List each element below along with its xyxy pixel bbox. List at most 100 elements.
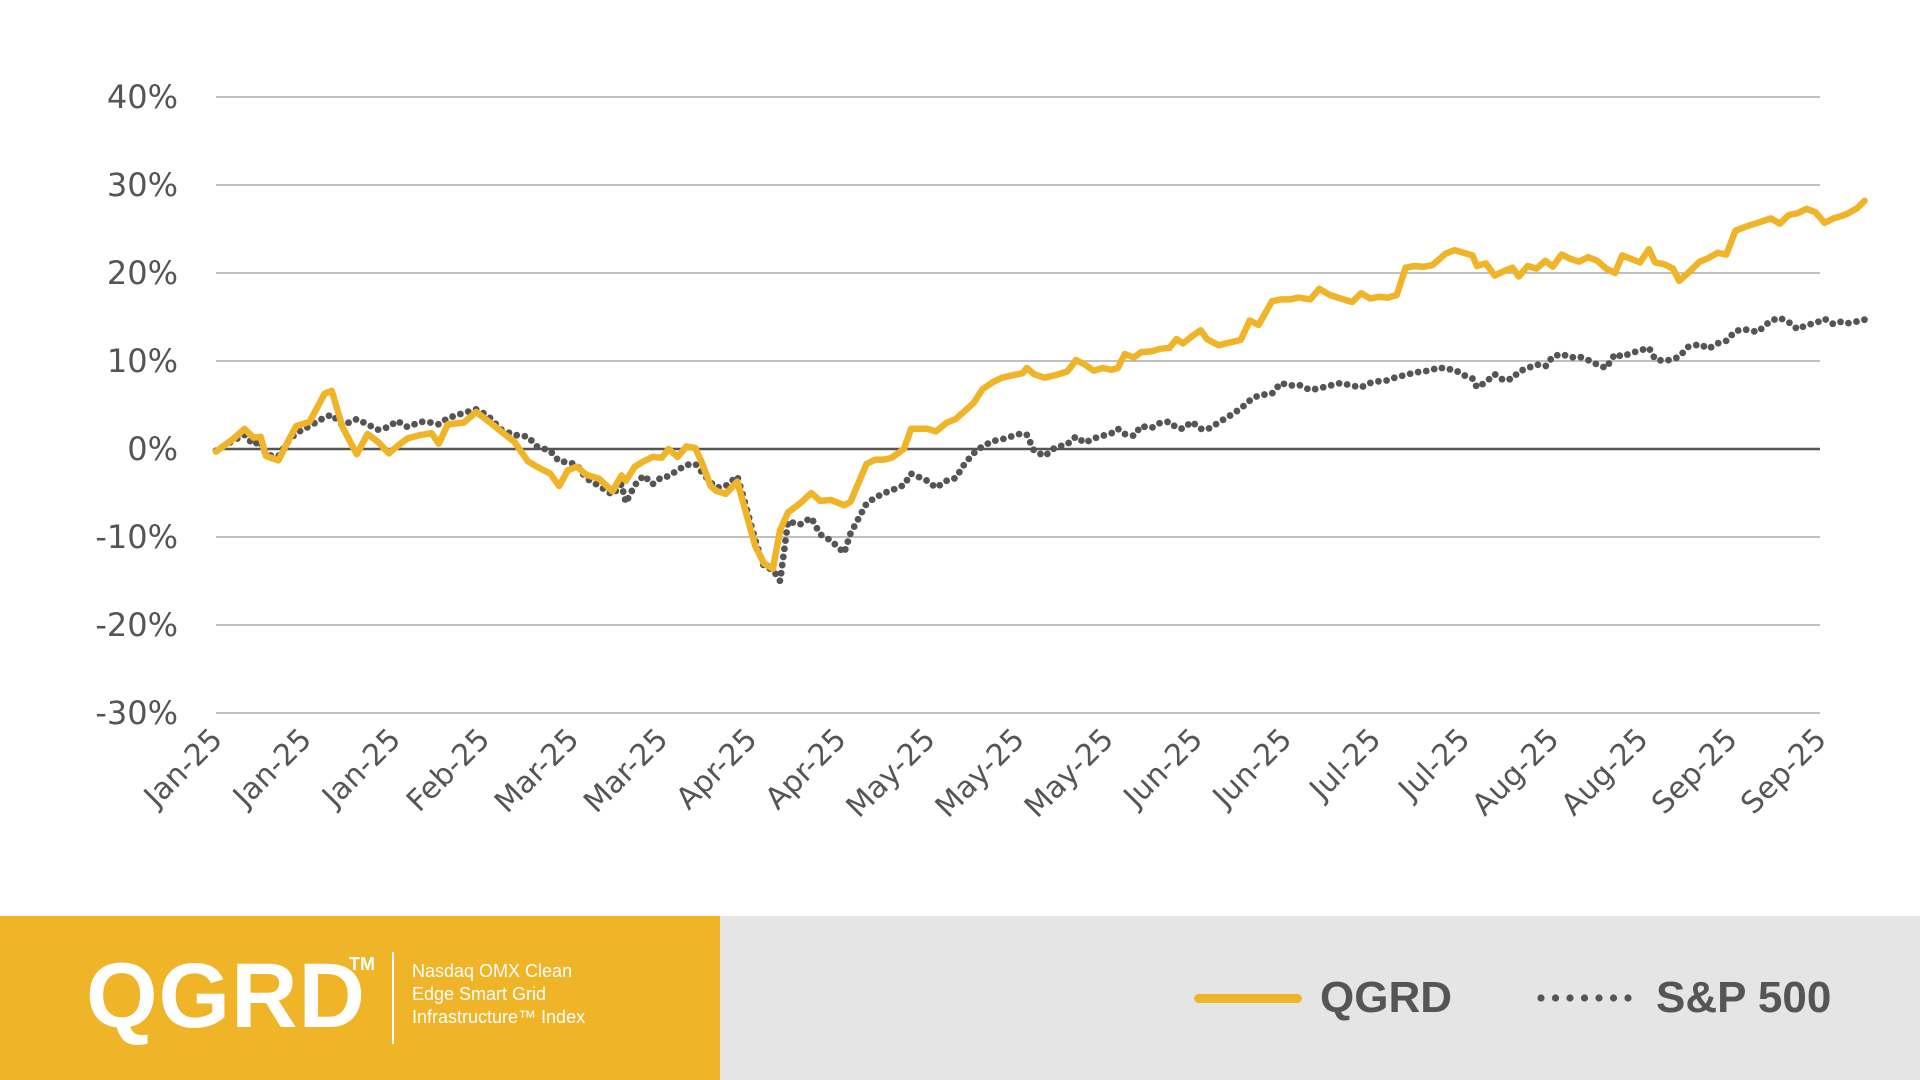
sp500-point	[898, 482, 906, 490]
sp500-point	[1454, 368, 1462, 375]
legend-swatch-solid	[1194, 994, 1302, 1003]
sp500-point	[449, 413, 456, 420]
sp500-point	[1631, 348, 1639, 356]
sp500-point	[1815, 318, 1822, 326]
sp500-point	[382, 424, 390, 432]
x-tick-label: Jun-25	[1205, 722, 1299, 816]
x-tick-label: Feb-25	[400, 722, 497, 819]
sp500-point	[1023, 431, 1031, 439]
sp500-point	[1799, 323, 1807, 331]
sp500-point	[1191, 420, 1199, 428]
sp500-point	[1383, 377, 1390, 384]
legend-dot	[1624, 994, 1632, 1002]
sp500-point	[890, 485, 898, 493]
sp500-point	[854, 515, 862, 523]
sp500-point	[977, 444, 985, 452]
sp500-point	[513, 431, 521, 439]
sp500-point	[1303, 385, 1311, 393]
sp500-point	[533, 443, 541, 450]
sp500-point	[1829, 320, 1837, 328]
sp500-point	[1609, 353, 1617, 361]
sp500-point	[883, 488, 890, 496]
sp500-point	[1534, 361, 1542, 369]
x-tick-label: Sep-25	[1734, 722, 1833, 821]
sp500-point	[1274, 383, 1282, 391]
legend-dot	[1537, 994, 1545, 1002]
sp500-point	[1616, 352, 1624, 360]
sp500-point	[1327, 381, 1335, 389]
sp500-point	[831, 540, 839, 548]
x-tick-label: Jan-25	[225, 722, 319, 816]
sp500-point	[1526, 363, 1534, 371]
sp500-point	[1296, 381, 1304, 389]
sp500-point	[1219, 416, 1227, 424]
sp500-point	[411, 420, 418, 428]
sp500-point	[1268, 389, 1276, 397]
sp500-point	[1092, 434, 1100, 442]
sp500-point	[844, 538, 852, 546]
sp500-point	[1311, 385, 1319, 393]
legend: QGRD S&P 500	[720, 916, 1920, 1080]
sp500-point	[1197, 425, 1205, 433]
sp500-point	[670, 469, 678, 476]
x-tick-label: Jan-25	[136, 722, 230, 816]
sp500-point	[1359, 383, 1367, 390]
sp500-point	[1129, 432, 1137, 440]
sp500-point	[923, 477, 930, 484]
sp500-point	[1519, 366, 1527, 374]
sp500-point	[1156, 419, 1163, 427]
sp500-point	[1679, 349, 1687, 357]
y-tick-label: -30%	[95, 694, 178, 732]
sp500-point	[1205, 424, 1213, 432]
sp500-point	[403, 423, 411, 431]
sp500-point	[1650, 353, 1658, 361]
sp500-point	[1742, 326, 1750, 334]
gridlines	[216, 96, 1820, 714]
sp500-point	[777, 569, 785, 577]
trademark-mark: TM	[349, 954, 375, 974]
sp500-point	[632, 480, 640, 488]
sp500-point	[1624, 351, 1631, 358]
sp500-point	[1750, 327, 1758, 335]
sp500-point	[1398, 372, 1406, 380]
sp500-point	[553, 455, 561, 463]
sp500-point	[663, 473, 671, 480]
sp500-point	[1822, 316, 1830, 323]
sp500-point	[592, 480, 600, 488]
x-tick-label: Apr-25	[759, 722, 854, 817]
sp500-point	[1226, 412, 1234, 419]
index-description-line: Edge Smart Grid	[412, 984, 547, 1004]
sp500-point	[1692, 341, 1700, 349]
sp500-point	[779, 553, 787, 561]
sp500-point	[951, 474, 958, 482]
sp500-point	[1043, 450, 1051, 458]
sp500-point	[396, 419, 404, 426]
sp500-point	[677, 464, 685, 472]
sp500-point	[984, 440, 992, 448]
y-tick-label: 10%	[107, 342, 178, 380]
sp500-point	[1553, 351, 1561, 359]
brand-ticker: QGRD	[86, 945, 366, 1047]
sp500-point	[1512, 371, 1520, 379]
sp500-point	[1853, 318, 1860, 325]
x-tick-label: Sep-25	[1645, 722, 1744, 821]
sp500-point	[1792, 324, 1800, 332]
sp500-point	[1485, 375, 1493, 383]
sp500-point	[1366, 379, 1374, 387]
sp500-point	[841, 546, 849, 553]
sp500-point	[1134, 426, 1142, 434]
sp500-point	[782, 537, 789, 545]
sp500-point	[1491, 371, 1499, 378]
legend-dot	[1551, 994, 1560, 1002]
sp500-point	[965, 455, 973, 463]
sp500-point	[548, 449, 556, 457]
sp500-point	[929, 481, 937, 489]
sp500-point	[1837, 318, 1844, 326]
sp500-point	[1430, 365, 1438, 373]
sp500-point	[619, 488, 627, 495]
sp500-point	[1657, 356, 1664, 364]
sp500-point	[1469, 375, 1476, 382]
legend-swatch-dotted	[1537, 994, 1632, 1002]
sp500-point	[1542, 362, 1550, 370]
x-tick-label: Mar-25	[488, 722, 586, 820]
